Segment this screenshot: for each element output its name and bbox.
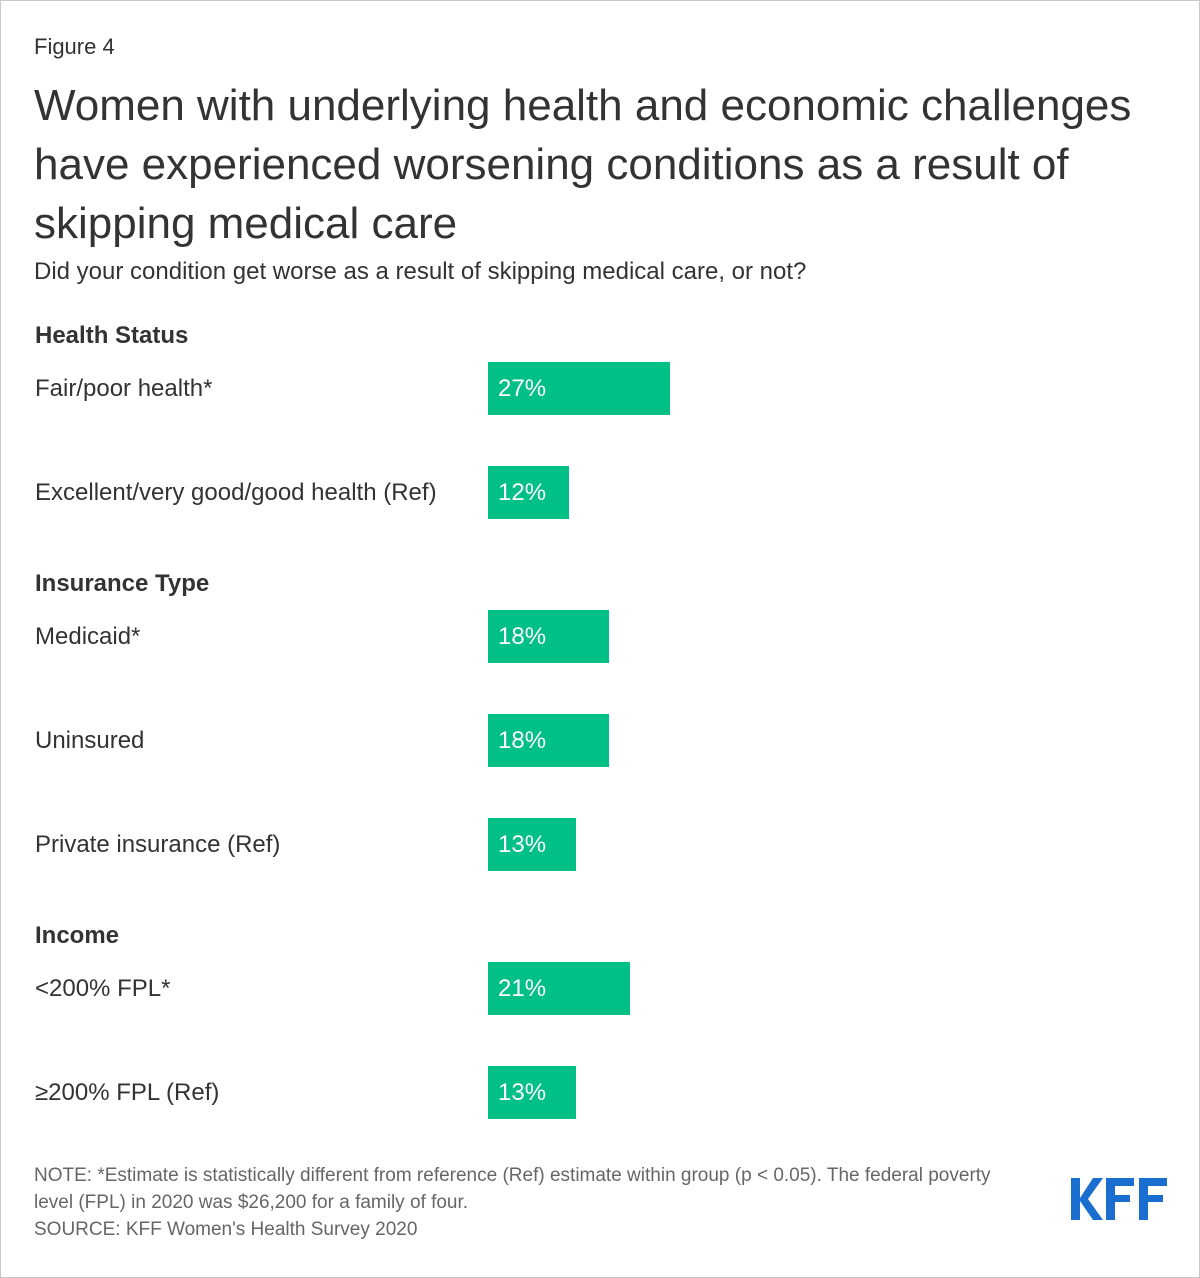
- chart-source: SOURCE: KFF Women's Health Survey 2020: [34, 1219, 418, 1240]
- bar-value-label: 12%: [498, 479, 547, 506]
- bar-value-label: 18%: [498, 727, 547, 754]
- bar: 27%: [488, 362, 670, 415]
- bar: 13%: [488, 1066, 576, 1119]
- bar-value-label: 27%: [498, 375, 547, 402]
- bar: 18%: [488, 610, 609, 663]
- category-label: Private insurance (Ref): [35, 831, 281, 858]
- category-label: Uninsured: [35, 727, 145, 754]
- chart-note: NOTE: *Estimate is statistically differe…: [34, 1165, 991, 1213]
- category-label: Excellent/very good/good health (Ref): [35, 479, 437, 506]
- group-label: Insurance Type: [35, 570, 210, 597]
- chart-title: Women with underlying health and economi…: [34, 81, 1132, 248]
- bar-value-label: 18%: [498, 623, 547, 650]
- category-label: Medicaid*: [35, 623, 141, 650]
- bar: 21%: [488, 962, 630, 1015]
- category-label: ≥200% FPL (Ref): [35, 1079, 220, 1106]
- group-label: Health Status: [35, 322, 189, 349]
- category-label: Fair/poor health*: [35, 375, 213, 402]
- bar: 18%: [488, 714, 609, 767]
- kff-logo: [1071, 1178, 1167, 1220]
- chart-subtitle: Did your condition get worse as a result…: [34, 258, 807, 285]
- bar: 13%: [488, 818, 576, 871]
- bar: 12%: [488, 466, 569, 519]
- category-label: <200% FPL*: [35, 975, 171, 1002]
- bar-value-label: 13%: [498, 831, 547, 858]
- bar-value-label: 13%: [498, 1079, 547, 1106]
- group-label: Income: [35, 922, 120, 949]
- figure-label: Figure 4: [34, 34, 115, 59]
- bar-value-label: 21%: [498, 975, 547, 1002]
